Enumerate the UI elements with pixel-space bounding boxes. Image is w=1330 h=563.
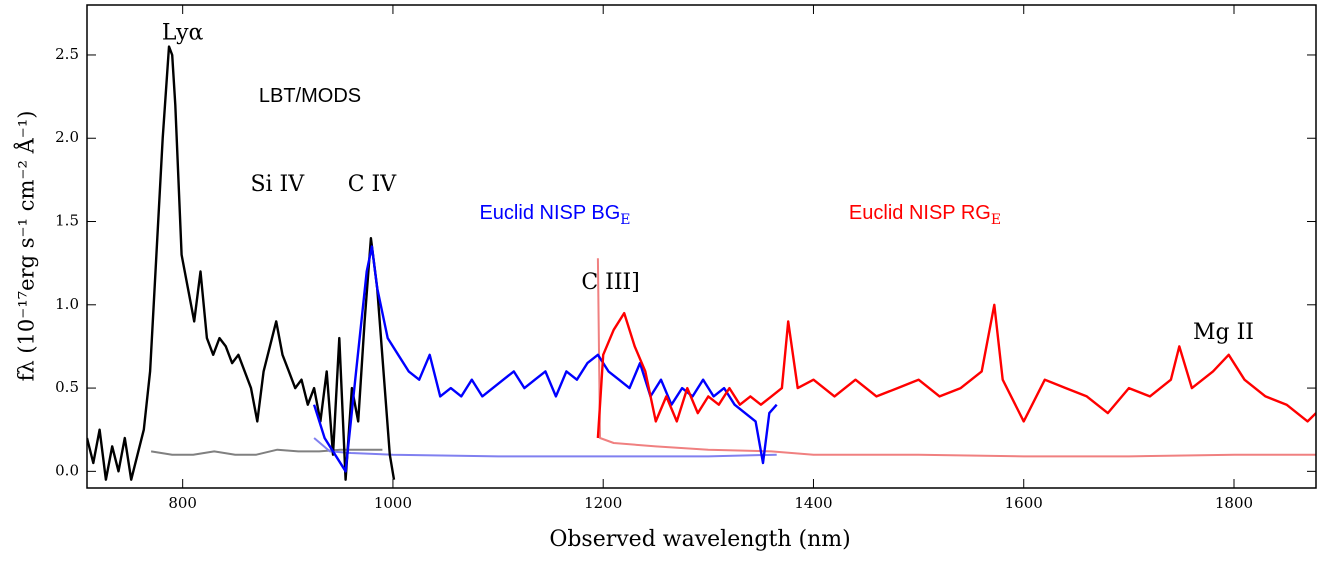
y-tick-label: 0.0 [55,461,79,479]
y-tick-label: 1.0 [55,295,79,313]
series-line [596,303,1316,439]
series-label: Euclid NISP RGE [849,202,1001,228]
series-label: LBT/MODS [259,85,361,107]
y-tick-label: 1.5 [55,212,79,230]
y-axis-label: fλ (10⁻¹⁷erg s⁻¹ cm⁻² Å⁻¹) [14,111,39,382]
line-annotation: Si IV [250,172,305,197]
series-line [313,437,777,458]
series-label: Euclid NISP BGE [479,202,630,228]
series-line [312,245,778,473]
series-name: Euclid NISP RG [849,202,991,224]
y-tick-label: 2.0 [55,128,79,146]
line-annotation: Mg II [1193,320,1254,345]
series-name: Euclid NISP BG [479,202,620,224]
series-line [87,45,396,481]
x-tick-label: 800 [168,494,197,512]
x-tick-label: 1000 [374,494,412,512]
x-axis-label: Observed wavelength (nm) [549,527,850,552]
line-annotation: C III] [581,270,639,295]
series-name-subscript: E [991,212,1001,228]
line-annotation: C IV [348,172,398,197]
y-tick-label: 0.5 [55,378,79,396]
series-name-subscript: E [620,212,630,228]
line-annotation: Lyα [162,20,204,45]
series-name: LBT/MODS [259,85,361,107]
x-tick-label: 1400 [794,494,832,512]
x-tick-label: 1600 [1005,494,1043,512]
plot-frame [86,4,1317,489]
x-tick-label: 1200 [584,494,622,512]
y-tick-label: 2.5 [55,45,79,63]
series-line [596,258,1316,458]
x-tick-label: 1800 [1215,494,1253,512]
